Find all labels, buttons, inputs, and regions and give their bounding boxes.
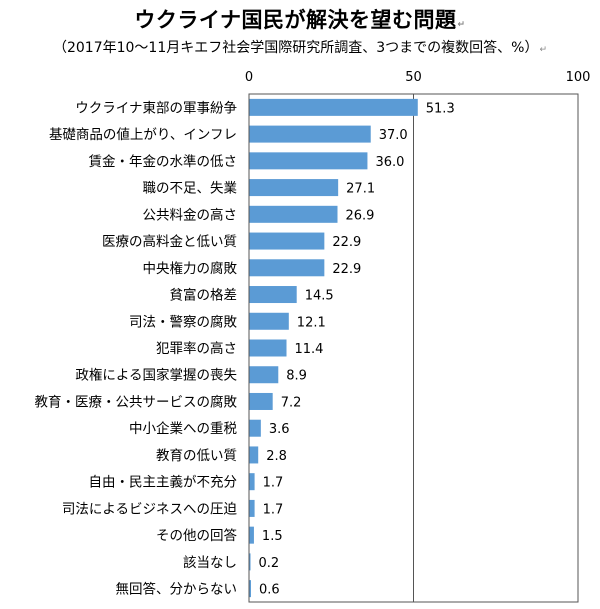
x-tick-label: 100 [566,70,591,85]
category-label: 貧富の格差 [170,287,238,304]
bar [249,553,251,571]
bar [249,526,254,544]
value-label: 22.9 [332,262,361,277]
value-label: 0.2 [259,556,280,571]
category-label: 該当なし [183,555,237,571]
value-label: 11.4 [295,342,324,357]
category-label: 政権による国家掌握の喪失 [75,367,237,384]
plot-border [248,93,579,603]
x-tick-label: 0 [245,70,253,85]
bar [249,232,325,250]
category-label: 職の不足、失業 [143,181,238,197]
value-label: 1.7 [263,502,284,517]
value-label: 22.9 [332,235,361,250]
category-label: 中小企業への重税 [129,420,237,437]
bar [249,446,259,464]
bar [249,286,297,304]
category-label: 医療の高料金と低い質 [102,233,237,250]
return-mark: ↵ [539,45,547,55]
value-label: 1.5 [262,529,283,544]
bar [249,499,255,517]
value-labels: 51.3 37.0 36.027.1 26.9 22.9 22.9 14.5 12.1 11.4… [259,101,455,597]
bar [249,179,339,197]
value-label: 26.9 [346,208,375,223]
return-mark: ↵ [457,20,466,30]
category-label: 無回答、分からない [116,581,238,598]
bar [249,205,338,223]
value-label: 0.6 [259,583,280,598]
category-label: 基礎商品の値上がり、インフレ [49,126,237,143]
category-label: 公共料金の高さ [143,206,238,223]
category-label: 賃金・年金の水準の低さ [89,154,238,170]
category-label: ウクライナ東部の軍事紛争 [75,100,237,116]
bar [249,259,325,277]
plot-frame [248,93,579,603]
value-label: 37.0 [379,128,408,143]
x-tick-label: 50 [405,70,422,85]
category-label: 教育の低い質 [156,448,237,464]
x-tick-labels: 0 50 100 [245,70,591,85]
value-label: 36.0 [375,155,404,170]
bar [249,366,279,384]
bar [249,339,287,357]
chart-subtitle-text: （2017年10～11月キエフ社会学国際研究所調査、3つまでの複数回答、%） [52,40,539,56]
bar [249,392,273,410]
chart-title: ウクライナ国民が解決を望む問題↵ [0,4,600,34]
bar [249,125,371,143]
bar [249,152,368,170]
category-label: 司法・警察の腐敗 [129,313,237,330]
category-label: その他の回答 [156,527,237,544]
category-labels: ウクライナ東部の軍事紛争基礎商品の値上がり、インフレ賃金・年金の水準の低さ職の不… [35,100,238,597]
value-label: 12.1 [297,315,326,330]
bar [249,98,418,116]
value-label: 3.6 [269,422,290,437]
bar [249,419,261,437]
value-label: 51.3 [426,101,455,116]
chart-title-text: ウクライナ国民が解決を望む問題 [134,8,457,32]
bar [249,473,255,491]
chart-subtitle: （2017年10～11月キエフ社会学国際研究所調査、3つまでの複数回答、%）↵ [0,37,600,57]
value-label: 7.2 [281,395,302,410]
category-label: 司法によるビジネスへの圧迫 [62,501,238,517]
value-label: 8.9 [286,369,307,384]
value-label: 14.5 [305,289,334,304]
bar [249,580,251,598]
category-label: 教育・医療・公共サービスの腐敗 [35,393,238,410]
category-label: 自由・民主主義が不充分 [89,474,238,491]
value-label: 1.7 [263,476,284,491]
category-label: 中央権力の腐敗 [143,260,238,277]
bar [249,312,289,330]
value-label: 27.1 [346,182,375,197]
category-label: 犯罪率の高さ [156,340,237,357]
bars [249,98,418,598]
value-label: 2.8 [266,449,287,464]
